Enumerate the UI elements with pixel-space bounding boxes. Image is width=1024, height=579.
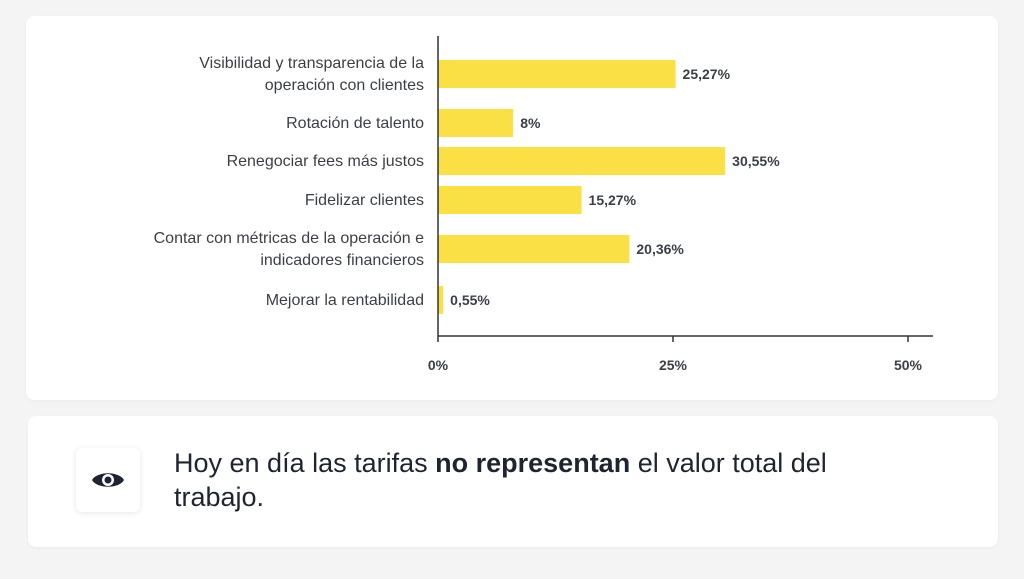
bar-1 [438, 109, 514, 137]
category-label-4-0: Contar con métricas de la operación e [154, 230, 424, 247]
category-label-4-1: indicadores financieros [260, 252, 424, 269]
eye-icon [92, 473, 124, 487]
insight-text: Hoy en día las tarifas no representan el… [174, 446, 894, 514]
insight-icon-box [76, 448, 140, 512]
x-tick-label-2: 50% [894, 357, 923, 373]
value-label-0: 25,27% [683, 66, 731, 82]
category-label-1-0: Rotación de talento [286, 115, 424, 132]
x-tick-label-1: 25% [659, 357, 688, 373]
value-label-1: 8% [520, 115, 541, 131]
insight-text-before: Hoy en día las tarifas [174, 448, 436, 478]
chart-card: 25,27% Visibilidad y transparencia de la o… [26, 16, 998, 400]
value-label-3: 15,27% [589, 192, 637, 208]
category-label-2-0: Renegociar fees más justos [227, 153, 424, 170]
insight-text-bold: no representan [435, 448, 631, 478]
value-label-5: 0,55% [450, 292, 490, 308]
value-label-2: 30,55% [732, 153, 780, 169]
bar-3 [438, 186, 582, 214]
bar-5 [438, 286, 444, 314]
category-label-0-1: operación con clientes [265, 77, 424, 94]
category-label-5-0: Mejorar la rentabilidad [266, 292, 424, 309]
category-label-3-0: Fidelizar clientes [305, 192, 424, 209]
bar-2 [438, 147, 726, 175]
insight-text-after: el valor total del trabajo. [174, 448, 827, 512]
bar-0 [438, 60, 676, 88]
x-tick-label-0: 0% [428, 357, 449, 373]
bar-4 [438, 235, 630, 263]
bar-chart: 25,27% Visibilidad y transparencia de la o… [154, 36, 933, 373]
category-label-0-0: Visibilidad y transparencia de la [199, 55, 424, 72]
insight-card: Hoy en día las tarifas no representan el… [28, 416, 998, 547]
value-label-4: 20,36% [636, 241, 684, 257]
